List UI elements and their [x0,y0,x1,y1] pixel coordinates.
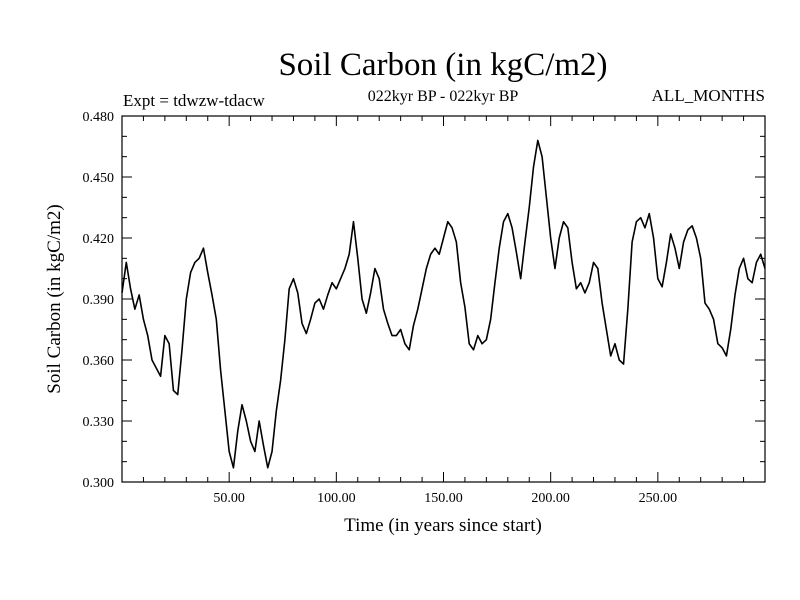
y-tick-label: 0.300 [83,476,115,491]
x-tick-label: 200.00 [531,491,570,506]
y-tick-label: 0.420 [83,232,115,247]
axis-tick-labels: 50.00 100.00 150.00 200.00 250.00 0.300 0.330 0… [83,110,678,506]
y-axis-label: Soil Carbon (in kgC/m2) [44,204,65,393]
chart-subtitle-center: 022kyr BP - 022kyr BP [368,88,519,105]
x-axis-label: Time (in years since start) [344,515,542,536]
y-tick-label: 0.450 [83,171,115,186]
y-tick-label: 0.390 [83,293,115,308]
chart-subtitle-right: ALL_MONTHS [652,86,765,105]
chart-title: Soil Carbon (in kgC/m2) [278,47,607,83]
axis-ticks [122,116,765,482]
soil-carbon-series-line [121,139,766,469]
x-tick-label: 150.00 [424,491,463,506]
y-tick-label: 0.360 [83,354,115,369]
y-tick-label: 0.330 [83,415,115,430]
x-tick-label: 50.00 [213,491,245,506]
chart-subtitle-left: Expt = tdwzw-tdacw [123,91,265,110]
y-tick-label: 0.480 [83,110,115,125]
x-tick-label: 250.00 [639,491,678,506]
x-tick-label: 100.00 [317,491,356,506]
plot-frame [121,115,766,483]
